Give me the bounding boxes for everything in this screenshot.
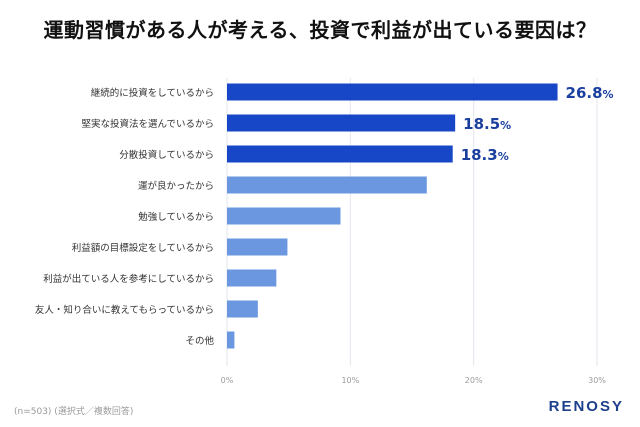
bar [227,269,277,287]
x-axis-ticks: 0% 10% 20% 30% [221,376,607,385]
data-label: 18.3% [461,146,509,164]
x-tick-label: 30% [588,376,606,385]
x-tick-label: 10% [341,376,359,385]
chart-title: 運動習慣がある人が考える、投資で利益が出ている要因は？ [43,18,597,42]
bar [227,176,427,194]
brand-logo: RENOSY [548,398,624,415]
category-label: 利益額の目標設定をしているから [72,242,214,254]
bar [227,300,258,318]
data-label: 26.8% [566,84,614,102]
data-label: 18.5% [463,115,511,133]
category-label: 運が良かったから [138,180,214,192]
bar [227,207,341,225]
category-label: 友人・知り合いに教えてもらっているから [35,304,214,316]
bar [227,238,288,256]
x-tick-label: 0% [221,376,234,385]
category-labels: 継続的に投資をしているから堅実な投資法を選んでいるから分散投資しているから運が良… [35,87,215,347]
category-label: 利益が出ている人を参考にしているから [43,273,214,285]
value-labels: 26.8% 18.5% 18.3% [461,84,614,164]
bars [227,83,558,349]
bar [227,83,558,101]
footnote: (n=503) (選択式／複数回答) [14,407,134,417]
category-label: 勉強しているから [138,211,214,223]
category-label: 分散投資しているから [119,149,214,161]
bar [227,145,453,163]
x-tick-label: 20% [465,376,483,385]
category-label: 堅実な投資法を選んでいるから [81,118,214,130]
category-label: 継続的に投資をしているから [91,87,214,99]
bar [227,114,456,132]
bar [227,331,235,349]
category-label: その他 [185,335,214,347]
